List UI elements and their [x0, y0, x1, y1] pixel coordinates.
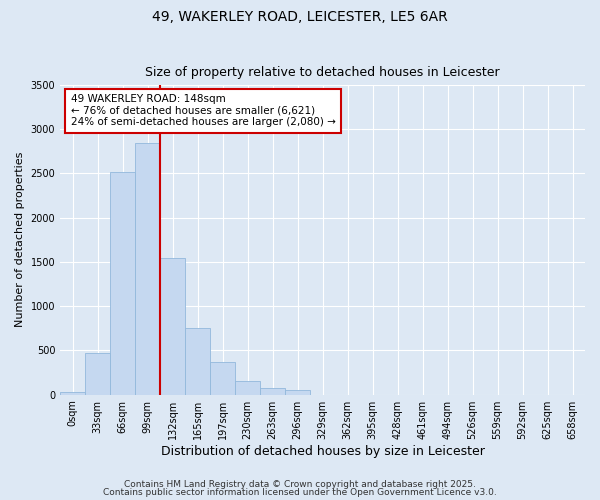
Bar: [135, 144, 160, 394]
Bar: [185, 328, 210, 394]
Text: 49 WAKERLEY ROAD: 148sqm
← 76% of detached houses are smaller (6,621)
24% of sem: 49 WAKERLEY ROAD: 148sqm ← 76% of detach…: [71, 94, 335, 128]
X-axis label: Distribution of detached houses by size in Leicester: Distribution of detached houses by size …: [161, 444, 485, 458]
Text: Contains HM Land Registry data © Crown copyright and database right 2025.: Contains HM Land Registry data © Crown c…: [124, 480, 476, 489]
Bar: [60, 392, 85, 394]
Bar: [85, 352, 110, 395]
Title: Size of property relative to detached houses in Leicester: Size of property relative to detached ho…: [145, 66, 500, 80]
Bar: [160, 258, 185, 394]
Bar: [260, 388, 285, 394]
Text: 49, WAKERLEY ROAD, LEICESTER, LE5 6AR: 49, WAKERLEY ROAD, LEICESTER, LE5 6AR: [152, 10, 448, 24]
Bar: [210, 362, 235, 394]
Text: Contains public sector information licensed under the Open Government Licence v3: Contains public sector information licen…: [103, 488, 497, 497]
Y-axis label: Number of detached properties: Number of detached properties: [15, 152, 25, 328]
Bar: [285, 390, 310, 394]
Bar: [235, 382, 260, 394]
Bar: [110, 172, 135, 394]
